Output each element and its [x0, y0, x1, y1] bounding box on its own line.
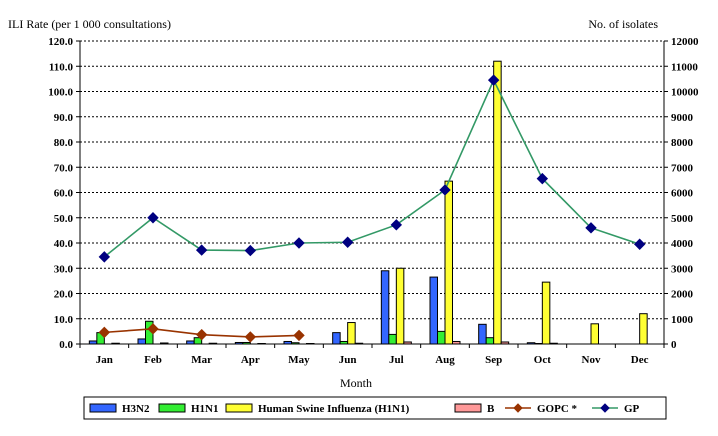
legend-swatch — [454, 403, 482, 413]
series-line — [103, 78, 640, 258]
left-tick-label: 90.0 — [54, 112, 74, 124]
series-marker — [633, 238, 646, 250]
legend-swatch — [89, 403, 117, 413]
left-tick-label: 20.0 — [54, 289, 74, 301]
bar — [493, 60, 502, 345]
right-tick-label: 3000 — [671, 263, 694, 275]
x-tick-label: Nov — [582, 354, 601, 366]
x-tick-label: Jul — [389, 354, 404, 366]
legend-swatch — [225, 403, 253, 413]
series-marker — [536, 172, 549, 185]
lines-layer — [98, 74, 646, 343]
bar — [478, 323, 487, 345]
right-tick-label: 6000 — [671, 188, 694, 200]
bar — [639, 313, 648, 345]
legend-swatch-marker — [600, 403, 610, 413]
right-tick-label: 1000 — [671, 314, 694, 326]
legend: H3N2 H1N1 Human Swine Influenza (H1N1) B GOP… — [83, 396, 667, 420]
series-marker — [147, 323, 159, 335]
series-marker — [390, 219, 403, 231]
left-tick-label: 120.0 — [48, 36, 73, 48]
bar — [541, 281, 551, 345]
legend-entry-label: Human Swine Influenza (H1N1) — [258, 403, 410, 415]
bar — [444, 180, 453, 345]
x-tick-label: Apr — [241, 354, 260, 366]
left-tick-label: 80.0 — [54, 137, 74, 149]
series-marker — [244, 244, 257, 257]
legend-entry-label: B — [487, 403, 495, 415]
series-marker — [439, 184, 451, 196]
bar — [590, 323, 599, 345]
legend-entry-label: GOPC * — [537, 403, 578, 415]
series-marker — [585, 222, 597, 234]
right-tick-label: 10000 — [671, 87, 699, 99]
left-tick-label: 30.0 — [54, 263, 74, 275]
left-tick-label: 10.0 — [54, 314, 74, 326]
x-tick-label: Mar — [191, 354, 212, 366]
x-axis-title: Month — [340, 376, 372, 390]
legend-swatch — [158, 403, 186, 413]
grid-lines — [80, 40, 664, 320]
legend-entry-label: H3N2 — [122, 403, 150, 415]
left-tick-label: 70.0 — [54, 162, 74, 174]
right-axis-title: No. of isolates — [588, 17, 658, 31]
bar — [485, 337, 495, 345]
series-marker — [98, 326, 111, 339]
legend-box — [83, 396, 667, 420]
bar — [380, 270, 390, 345]
bars-layer — [88, 60, 648, 345]
right-tick-label: 5000 — [671, 213, 694, 225]
left-tick-label: 110.0 — [49, 61, 74, 73]
legend-swatch-marker — [513, 403, 523, 413]
x-tick-label: May — [288, 354, 310, 366]
legend-entry-label: H1N1 — [191, 403, 219, 415]
left-tick-label: 40.0 — [54, 238, 74, 250]
series-marker — [341, 236, 354, 248]
x-tick-label: Jun — [339, 354, 357, 366]
x-tick-label: Oct — [534, 354, 551, 366]
x-tick-label: Feb — [144, 354, 162, 366]
right-tick-label: 9000 — [671, 112, 694, 124]
x-tick-label: Sep — [485, 354, 502, 366]
legend-entry-label: GP — [624, 403, 640, 415]
x-tick-label: Jan — [96, 354, 113, 366]
axes-layer: 0.0 10.0 20.0 30.0 40.0 50.0 60.0 70.0 80.0 90.0 1… — [48, 36, 699, 366]
left-tick-label: 60.0 — [54, 188, 74, 200]
left-tick-label: 0.0 — [59, 339, 73, 351]
series-marker — [487, 74, 500, 86]
right-tick-label: 12000 — [671, 36, 699, 48]
bar — [347, 322, 356, 345]
series-marker — [195, 328, 208, 341]
bar — [395, 267, 405, 345]
series-marker — [293, 237, 305, 249]
x-tick-label: Aug — [435, 354, 455, 366]
right-tick-label: 11000 — [671, 61, 698, 73]
left-tick-label: 50.0 — [54, 213, 74, 225]
x-tick-label: Dec — [631, 354, 649, 366]
bar — [437, 330, 446, 345]
bar — [388, 333, 397, 345]
series-marker — [293, 329, 305, 342]
right-tick-label: 0 — [671, 339, 677, 351]
series-marker — [98, 251, 111, 263]
right-tick-label: 2000 — [671, 289, 694, 301]
series-marker — [244, 331, 257, 343]
bar — [332, 332, 341, 345]
series-marker — [195, 244, 208, 256]
bar — [429, 276, 438, 345]
left-tick-label: 100.0 — [48, 87, 73, 99]
left-axis-title: ILI Rate (per 1 000 consultations) — [8, 17, 171, 31]
right-tick-label: 4000 — [671, 238, 694, 250]
bar — [137, 338, 146, 345]
right-tick-label: 8000 — [671, 137, 694, 149]
right-tick-label: 7000 — [671, 162, 694, 174]
series-marker — [147, 212, 159, 224]
